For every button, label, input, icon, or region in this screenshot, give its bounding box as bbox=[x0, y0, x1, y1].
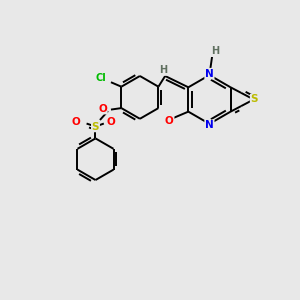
Text: H: H bbox=[160, 65, 168, 75]
Text: O: O bbox=[71, 117, 80, 127]
Text: O: O bbox=[165, 116, 174, 126]
Text: O: O bbox=[107, 117, 116, 127]
Text: S: S bbox=[92, 122, 99, 131]
Text: N: N bbox=[205, 120, 214, 130]
Text: O: O bbox=[98, 104, 107, 114]
Text: S: S bbox=[250, 94, 258, 104]
Text: Cl: Cl bbox=[95, 73, 106, 83]
Text: H: H bbox=[211, 46, 219, 56]
Text: N: N bbox=[205, 69, 214, 79]
